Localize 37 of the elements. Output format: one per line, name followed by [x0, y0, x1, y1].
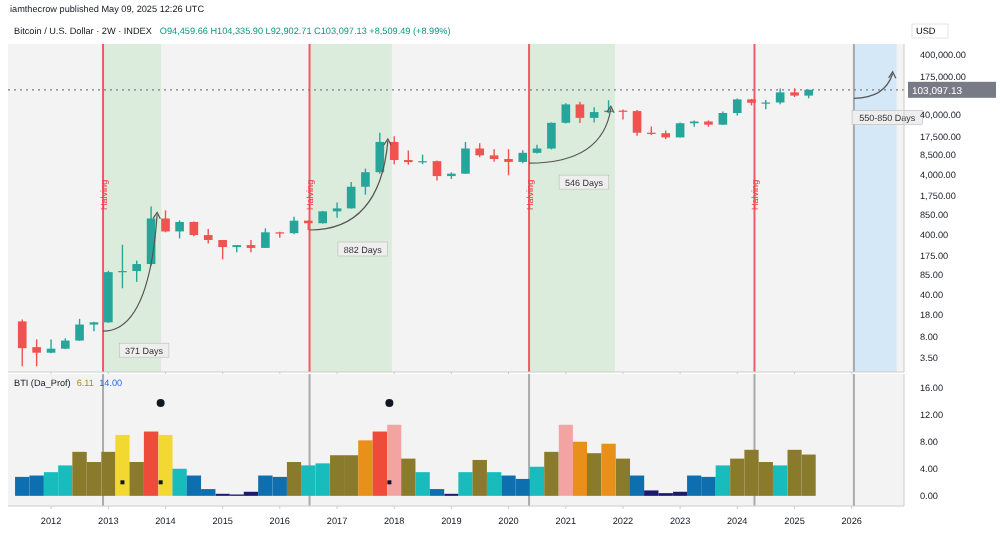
bar	[158, 434, 173, 496]
bar	[286, 462, 302, 496]
bar	[387, 424, 402, 496]
bar	[544, 451, 559, 496]
candlestick	[75, 318, 84, 342]
candlestick	[547, 121, 556, 151]
bar	[429, 489, 445, 496]
bar	[143, 431, 159, 496]
bar	[372, 431, 388, 496]
candlestick	[261, 227, 270, 249]
bar	[358, 440, 373, 496]
candlestick	[461, 141, 470, 175]
bar	[772, 465, 788, 496]
candlestick	[32, 338, 41, 367]
bar	[572, 441, 588, 496]
candlestick	[17, 318, 27, 367]
bar	[172, 468, 187, 496]
candlestick	[504, 148, 513, 177]
candlestick	[132, 259, 142, 283]
bar	[529, 466, 545, 496]
bar	[415, 472, 430, 496]
bar	[615, 458, 631, 496]
bar	[129, 462, 144, 496]
bar	[458, 472, 473, 496]
bar	[586, 453, 602, 496]
bar	[472, 459, 487, 496]
bar	[115, 434, 130, 496]
bar	[601, 443, 616, 496]
bar	[486, 472, 502, 496]
bar	[715, 465, 731, 496]
bar	[629, 475, 645, 496]
candlestick	[89, 321, 99, 332]
candlestick	[218, 239, 227, 261]
candlestick	[104, 270, 113, 324]
candlestick	[361, 167, 370, 196]
bar	[558, 424, 573, 496]
bar	[401, 458, 416, 496]
